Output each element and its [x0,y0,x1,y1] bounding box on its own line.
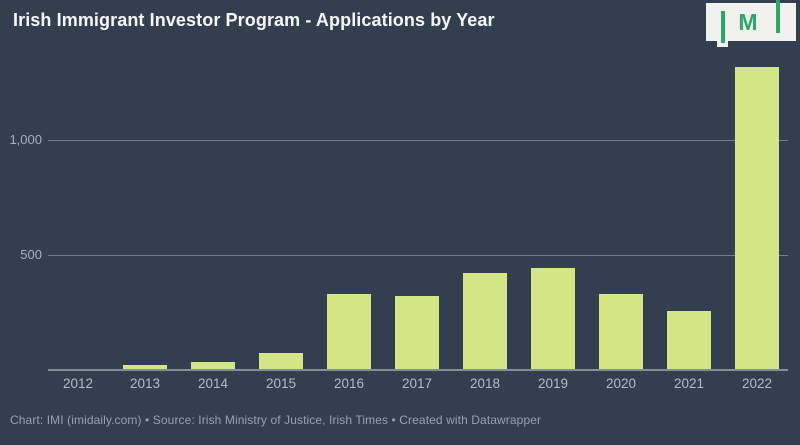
gridline-1000 [48,140,788,141]
chart-title: Irish Immigrant Investor Program - Appli… [13,10,495,30]
x-tick-label-2012: 2012 [62,376,94,391]
x-tick-label-2016: 2016 [333,376,365,391]
imi-logo-left-bar-icon [721,11,725,43]
imi-logo-tab [717,41,728,47]
x-tick-label-2022: 2022 [741,376,773,391]
bar-2016 [327,294,371,370]
y-tick-label-500: 500 [20,247,42,262]
bar-2021 [667,311,711,370]
imi-logo-right-bar-icon [776,0,780,33]
x-tick-label-2013: 2013 [129,376,161,391]
bar-2018 [463,273,507,370]
x-tick-label-2019: 2019 [537,376,569,391]
x-axis-line [48,369,788,371]
x-tick-label-2021: 2021 [673,376,705,391]
x-tick-label-2015: 2015 [265,376,297,391]
chart-footer: Chart: IMI (imidaily.com) • Source: Iris… [10,413,542,427]
x-tick-label-2018: 2018 [469,376,501,391]
x-tick-label-2017: 2017 [401,376,433,391]
bar-2022 [735,67,779,370]
x-tick-label-2020: 2020 [605,376,637,391]
bar-2013 [123,365,167,370]
bar-2014 [191,362,235,370]
bar-2020 [599,294,643,370]
imi-logo: M [706,0,800,50]
imi-logo-letter: M [738,9,758,35]
bar-2019 [531,268,575,370]
bar-2017 [395,296,439,370]
y-tick-label-1000: 1,000 [9,132,42,147]
x-tick-label-2014: 2014 [197,376,229,391]
gridline-500 [48,255,788,256]
bar-2015 [259,353,303,370]
